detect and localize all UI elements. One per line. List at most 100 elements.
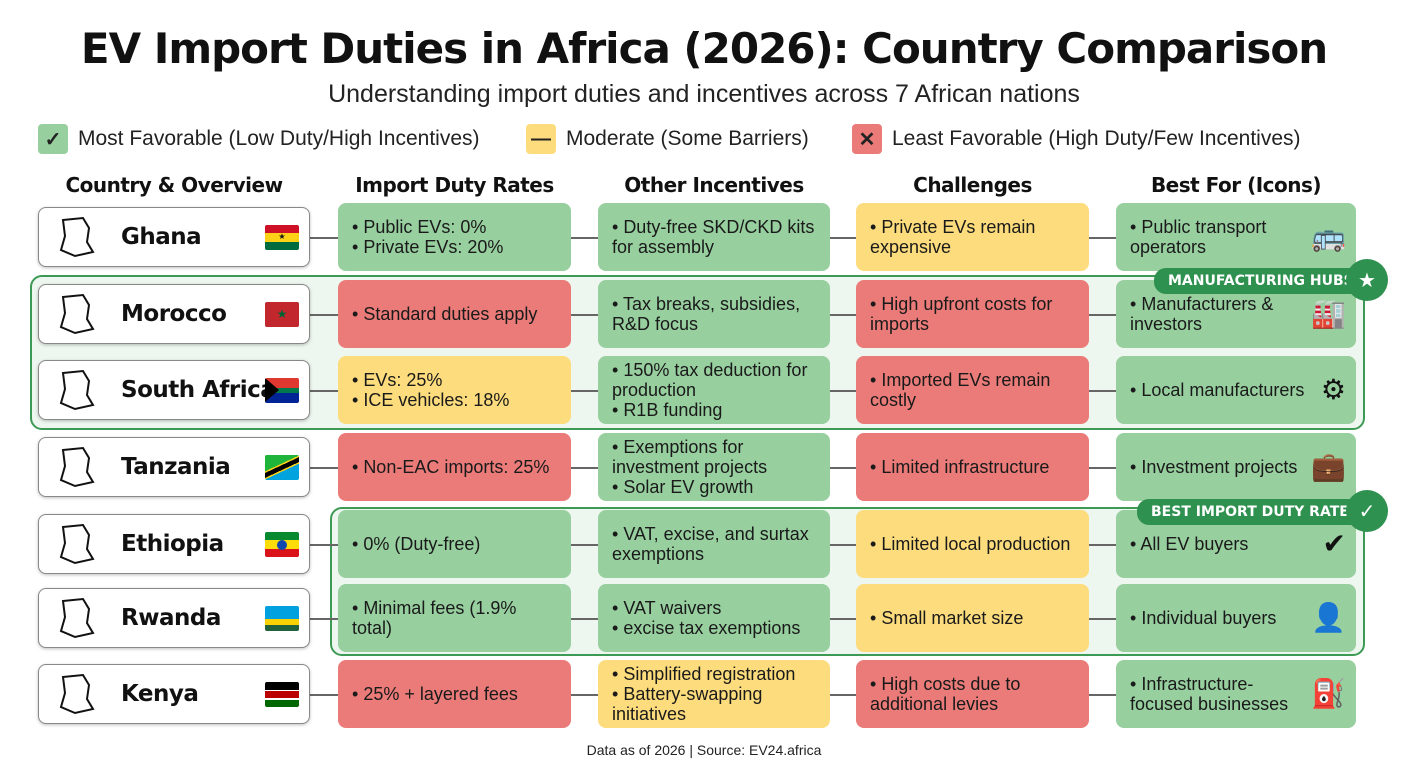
page-subtitle: Understanding import duties and incentiv… <box>328 80 1080 108</box>
check-icon: ✓ <box>38 124 68 154</box>
incentives-cell: VAT, excise, and surtax exemptions <box>598 510 830 578</box>
table-row: Tanzania Non-EAC imports: 25% Exemptions … <box>0 433 1408 501</box>
cell-item: Limited infrastructure <box>870 457 1077 477</box>
cell-item: Individual buyers <box>1130 608 1344 628</box>
best-cell: Individual buyers👤 <box>1116 584 1356 652</box>
country-card: Ghana ★ <box>38 207 310 267</box>
legend-label: Least Favorable (High Duty/Few Incentive… <box>892 127 1301 150</box>
flag-icon <box>265 455 299 480</box>
legend-favorable: ✓ Most Favorable (Low Duty/High Incentiv… <box>38 124 480 154</box>
duty-cell: EVs: 25%ICE vehicles: 18% <box>338 356 571 424</box>
cell-item: High upfront costs for imports <box>870 294 1077 334</box>
best-duty-badge: BEST IMPORT DUTY RATES <box>1137 499 1373 525</box>
person-icon: 👤 <box>1311 602 1346 633</box>
duty-cell: Standard duties apply <box>338 280 571 348</box>
cell-item: VAT waivers <box>612 598 818 618</box>
cell-item: Non-EAC imports: 25% <box>352 457 559 477</box>
check-rosette-icon: ✓ <box>1349 493 1385 529</box>
cell-item: Tax breaks, subsidies, R&D focus <box>612 294 818 334</box>
country-name: Kenya <box>121 681 199 707</box>
cell-item: EVs: 25% <box>352 370 559 390</box>
duty-cell: Minimal fees (1.9% total) <box>338 584 571 652</box>
country-map-icon <box>59 293 95 335</box>
incentives-cell: VAT waiversexcise tax exemptions <box>598 584 830 652</box>
cell-item: Local manufacturers <box>1130 380 1344 400</box>
table-row: Ethiopia 0% (Duty-free) VAT, excise, and … <box>0 510 1408 578</box>
incentives-cell: 150% tax deduction for productionR1B fun… <box>598 356 830 424</box>
briefcase-icon: 💼 <box>1311 451 1346 482</box>
cell-item: Limited local production <box>870 534 1077 554</box>
factory-icon: 🏭 <box>1311 298 1346 329</box>
country-map-icon <box>59 216 95 258</box>
best-cell: Investment projects💼 <box>1116 433 1356 501</box>
challenges-cell: Private EVs remain expensive <box>856 203 1089 271</box>
country-card: Tanzania <box>38 437 310 497</box>
incentives-cell: Duty-free SKD/CKD kits for assembly <box>598 203 830 271</box>
cell-item: Standard duties apply <box>352 304 559 324</box>
dash-icon: — <box>526 124 556 154</box>
country-name: Morocco <box>121 301 227 327</box>
cell-item: Public EVs: 0% <box>352 217 559 237</box>
flag-icon: ★ <box>265 302 299 327</box>
country-map-icon <box>59 523 95 565</box>
flag-icon <box>265 682 299 707</box>
column-header: Challenges <box>913 173 1032 197</box>
duty-cell: Public EVs: 0%Private EVs: 20% <box>338 203 571 271</box>
table-row: South Africa EVs: 25%ICE vehicles: 18% 15… <box>0 356 1408 424</box>
flag-icon <box>265 532 299 557</box>
challenges-cell: Limited local production <box>856 510 1089 578</box>
country-name: Rwanda <box>121 605 221 631</box>
legend-unfavorable: ✕ Least Favorable (High Duty/Few Incenti… <box>852 124 1301 154</box>
cell-item: Private EVs remain expensive <box>870 217 1077 257</box>
country-map-icon <box>59 369 95 411</box>
legend-label: Moderate (Some Barriers) <box>566 127 809 150</box>
country-name: Ghana <box>121 224 202 250</box>
flag-icon <box>265 378 299 403</box>
cell-item: Investment projects <box>1130 457 1344 477</box>
country-card: South Africa <box>38 360 310 420</box>
incentives-cell: Simplified registrationBattery-swapping … <box>598 660 830 728</box>
table-row: Rwanda Minimal fees (1.9% total) VAT waiv… <box>0 584 1408 652</box>
country-card: Rwanda <box>38 588 310 648</box>
column-header: Other Incentives <box>624 173 804 197</box>
cell-item: 25% + layered fees <box>352 684 559 704</box>
cell-item: All EV buyers <box>1130 534 1344 554</box>
flag-icon <box>265 606 299 631</box>
column-header: Country & Overview <box>65 173 283 197</box>
bus-icon: 🚌 <box>1311 221 1346 252</box>
country-map-icon <box>59 597 95 639</box>
incentives-cell: Exemptions for investment projectsSolar … <box>598 433 830 501</box>
cell-item: 150% tax deduction for production <box>612 360 818 400</box>
challenges-cell: High costs due to additional levies <box>856 660 1089 728</box>
cell-item: Manufacturers & investors <box>1130 294 1344 334</box>
best-cell: Local manufacturers⚙ <box>1116 356 1356 424</box>
cell-item: Exemptions for investment projects <box>612 437 818 477</box>
assembly-line-icon: ⚙ <box>1320 374 1346 405</box>
country-card: Kenya <box>38 664 310 724</box>
incentives-cell: Tax breaks, subsidies, R&D focus <box>598 280 830 348</box>
cell-item: Private EVs: 20% <box>352 237 559 257</box>
challenges-cell: Small market size <box>856 584 1089 652</box>
cell-item: Duty-free SKD/CKD kits for assembly <box>612 217 818 257</box>
page-title: EV Import Duties in Africa (2026): Count… <box>80 24 1328 73</box>
cell-item: Public transport operators <box>1130 217 1344 257</box>
cell-item: Infrastructure-focused businesses <box>1130 674 1344 714</box>
country-card: Ethiopia <box>38 514 310 574</box>
legend-label: Most Favorable (Low Duty/High Incentives… <box>78 127 480 150</box>
country-card: Morocco ★ <box>38 284 310 344</box>
cell-item: ICE vehicles: 18% <box>352 390 559 410</box>
cell-item: High costs due to additional levies <box>870 674 1077 714</box>
country-map-icon <box>59 446 95 488</box>
cell-item: Minimal fees (1.9% total) <box>352 598 559 638</box>
table-row: Kenya 25% + layered fees Simplified regis… <box>0 660 1408 728</box>
country-name: Tanzania <box>121 454 231 480</box>
country-name: South Africa <box>121 377 276 403</box>
challenges-cell: Limited infrastructure <box>856 433 1089 501</box>
flag-icon: ★ <box>265 225 299 250</box>
cell-item: VAT, excise, and surtax exemptions <box>612 524 818 564</box>
country-name: Ethiopia <box>121 531 224 557</box>
cell-item: R1B funding <box>612 400 818 420</box>
cell-item: 0% (Duty-free) <box>352 534 559 554</box>
cell-item: Small market size <box>870 608 1077 628</box>
column-header: Best For (Icons) <box>1150 173 1322 197</box>
